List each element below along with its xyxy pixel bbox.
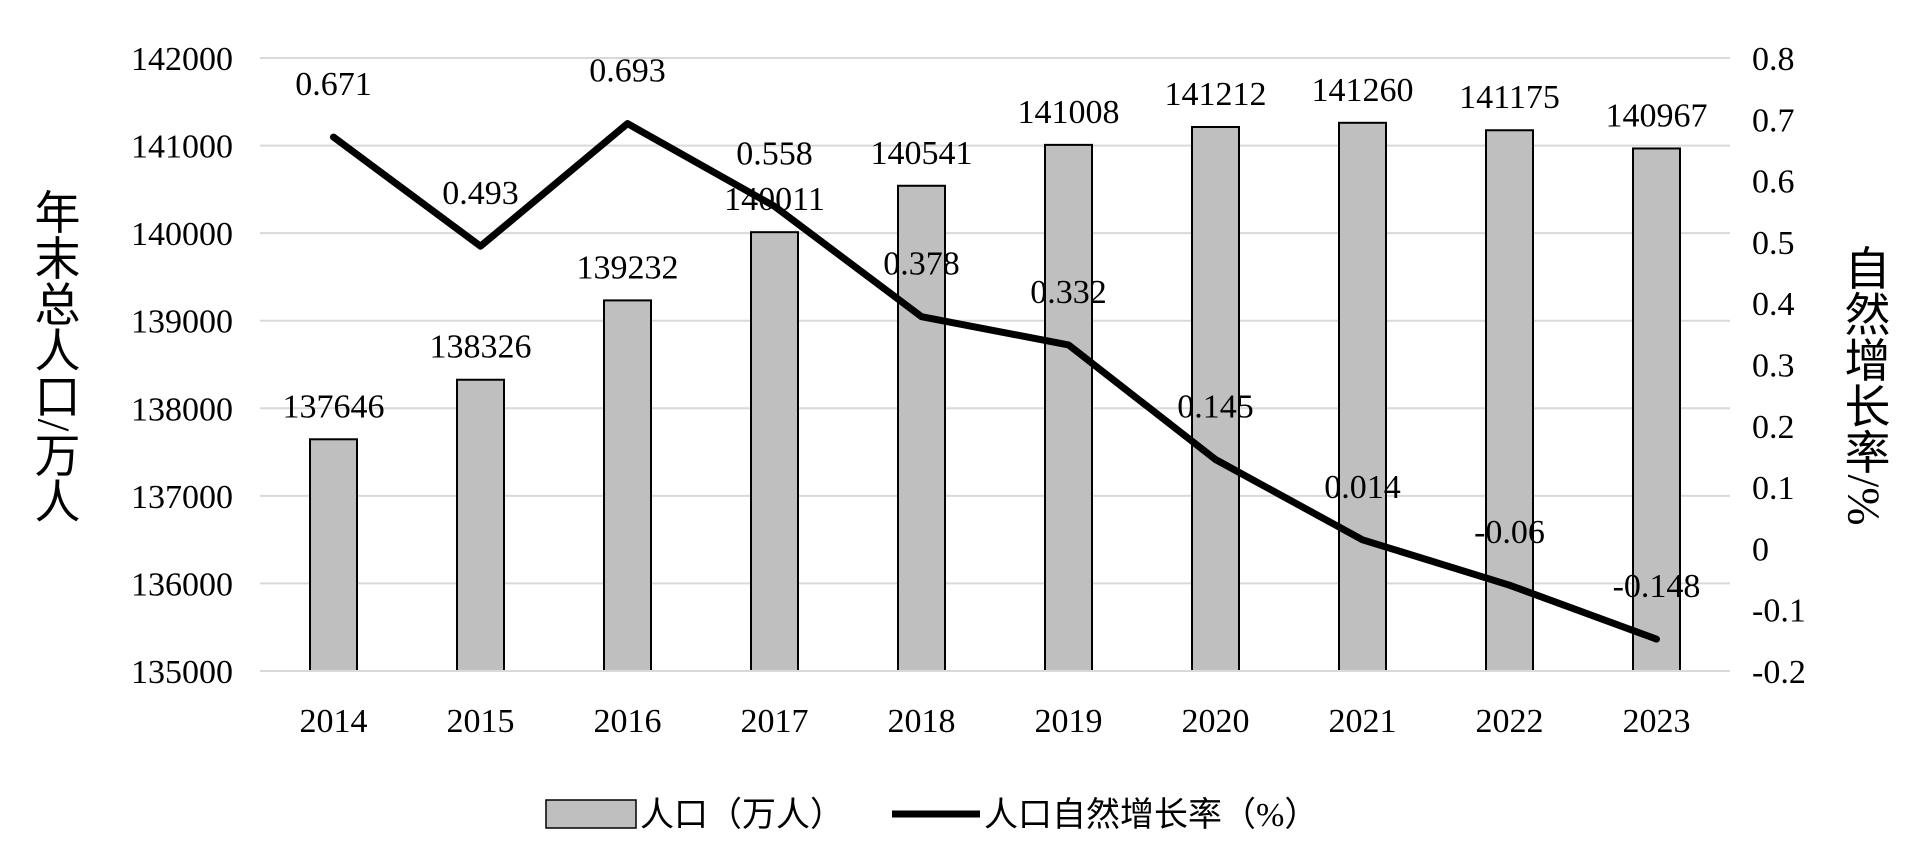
x-tick-label: 2014 <box>300 703 368 740</box>
line-data-labels: 0.671 0.493 0.693 0.558 0.378 0.332 0.145 0.014… <box>295 53 1700 606</box>
y-axis-left-title: 年末总人口/万人 <box>29 189 80 524</box>
y-right-tick-label: 0.7 <box>1752 102 1795 139</box>
line-data-label: 0.014 <box>1324 469 1401 506</box>
bar-data-label: 140011 <box>724 181 825 218</box>
y-right-tick-label: -0.2 <box>1752 654 1806 691</box>
bar-data-label: 138326 <box>430 329 532 366</box>
y-right-tick-label: 0.4 <box>1752 286 1795 323</box>
y-left-tick-label: 142000 <box>131 41 233 78</box>
bar-data-label: 141260 <box>1312 72 1414 109</box>
y-right-tick-label: 0.2 <box>1752 409 1795 446</box>
x-tick-label: 2021 <box>1329 703 1397 740</box>
bar-data-label: 140541 <box>871 135 973 172</box>
y-right-tick-label: 0.1 <box>1752 470 1795 507</box>
y-right-tick-label: 0.8 <box>1752 41 1795 78</box>
y-right-tick-label: 0.3 <box>1752 348 1795 385</box>
y-left-tick-label: 135000 <box>131 654 233 691</box>
legend-label-population: 人口（万人） <box>640 796 844 834</box>
x-tick-label: 2015 <box>447 703 515 740</box>
bar-data-label: 141212 <box>1165 76 1267 113</box>
line-data-label: 0.378 <box>883 246 960 283</box>
x-tick-label: 2022 <box>1476 703 1544 740</box>
y-right-tick-label: 0.6 <box>1752 164 1795 201</box>
y-left-tick-label: 141000 <box>131 129 233 166</box>
bar <box>1338 121 1387 672</box>
bar <box>1632 147 1681 672</box>
y-right-tick-label: -0.1 <box>1752 593 1806 630</box>
line-data-label: 0.558 <box>736 135 813 172</box>
bar <box>309 438 358 673</box>
line-data-label: -0.148 <box>1613 568 1701 605</box>
bar-data-label: 137646 <box>283 388 385 425</box>
x-tick-label: 2019 <box>1035 703 1103 740</box>
y-left-tick-label: 139000 <box>131 304 233 341</box>
legend: 人口（万人） 人口自然增长率（%） <box>545 796 1318 834</box>
y-axis-right-title: 自然增长率/% <box>1839 244 1890 525</box>
bar <box>897 184 946 672</box>
bar <box>456 378 505 672</box>
x-tick-label: 2023 <box>1623 703 1691 740</box>
line-data-label: 0.145 <box>1177 389 1254 426</box>
line-data-label: 0.493 <box>442 175 519 212</box>
growth-rate-line <box>330 120 1660 643</box>
bar <box>1044 143 1093 672</box>
y-left-tick-label: 136000 <box>131 566 233 603</box>
bar-series-population <box>309 121 1681 673</box>
y-left-tick-label: 138000 <box>131 391 233 428</box>
x-tick-label: 2018 <box>888 703 956 740</box>
y-right-tick-label: 0 <box>1752 531 1769 568</box>
x-axis-ticks: 2014 2015 2016 2017 2018 2019 2020 2021 2022 2023 <box>300 703 1691 740</box>
y-axis-right-ticks: -0.2 -0.1 0 0.1 0.2 0.3 0.4 0.5 0.6 0.7 0.8 <box>1752 41 1806 691</box>
line-data-label: 0.332 <box>1030 274 1107 311</box>
y-axis-left-ticks: 135000 136000 137000 138000 139000 140000 1410… <box>131 41 233 691</box>
y-left-tick-label: 140000 <box>131 216 233 253</box>
x-tick-label: 2020 <box>1182 703 1250 740</box>
line-data-label: 0.671 <box>295 66 372 103</box>
bar <box>603 299 652 672</box>
bar-data-label: 141008 <box>1018 94 1120 131</box>
y-right-tick-label: 0.5 <box>1752 225 1795 262</box>
bar <box>750 231 799 672</box>
bar-data-label: 140967 <box>1606 97 1708 134</box>
bar-data-labels: 137646 138326 139232 140011 140541 141008 1412… <box>283 72 1708 425</box>
bar <box>1191 126 1240 672</box>
line-data-label: -0.06 <box>1474 514 1545 551</box>
legend-swatch-population <box>545 799 637 829</box>
line-data-label: 0.693 <box>589 53 666 90</box>
y-left-tick-label: 137000 <box>131 479 233 516</box>
x-tick-label: 2016 <box>594 703 662 740</box>
x-tick-label: 2017 <box>741 703 809 740</box>
line-series-growth-rate <box>330 120 1660 643</box>
bar-data-label: 139232 <box>577 249 679 286</box>
legend-label-growth-rate: 人口自然增长率（%） <box>984 796 1318 834</box>
bar-data-label: 141175 <box>1459 79 1560 116</box>
